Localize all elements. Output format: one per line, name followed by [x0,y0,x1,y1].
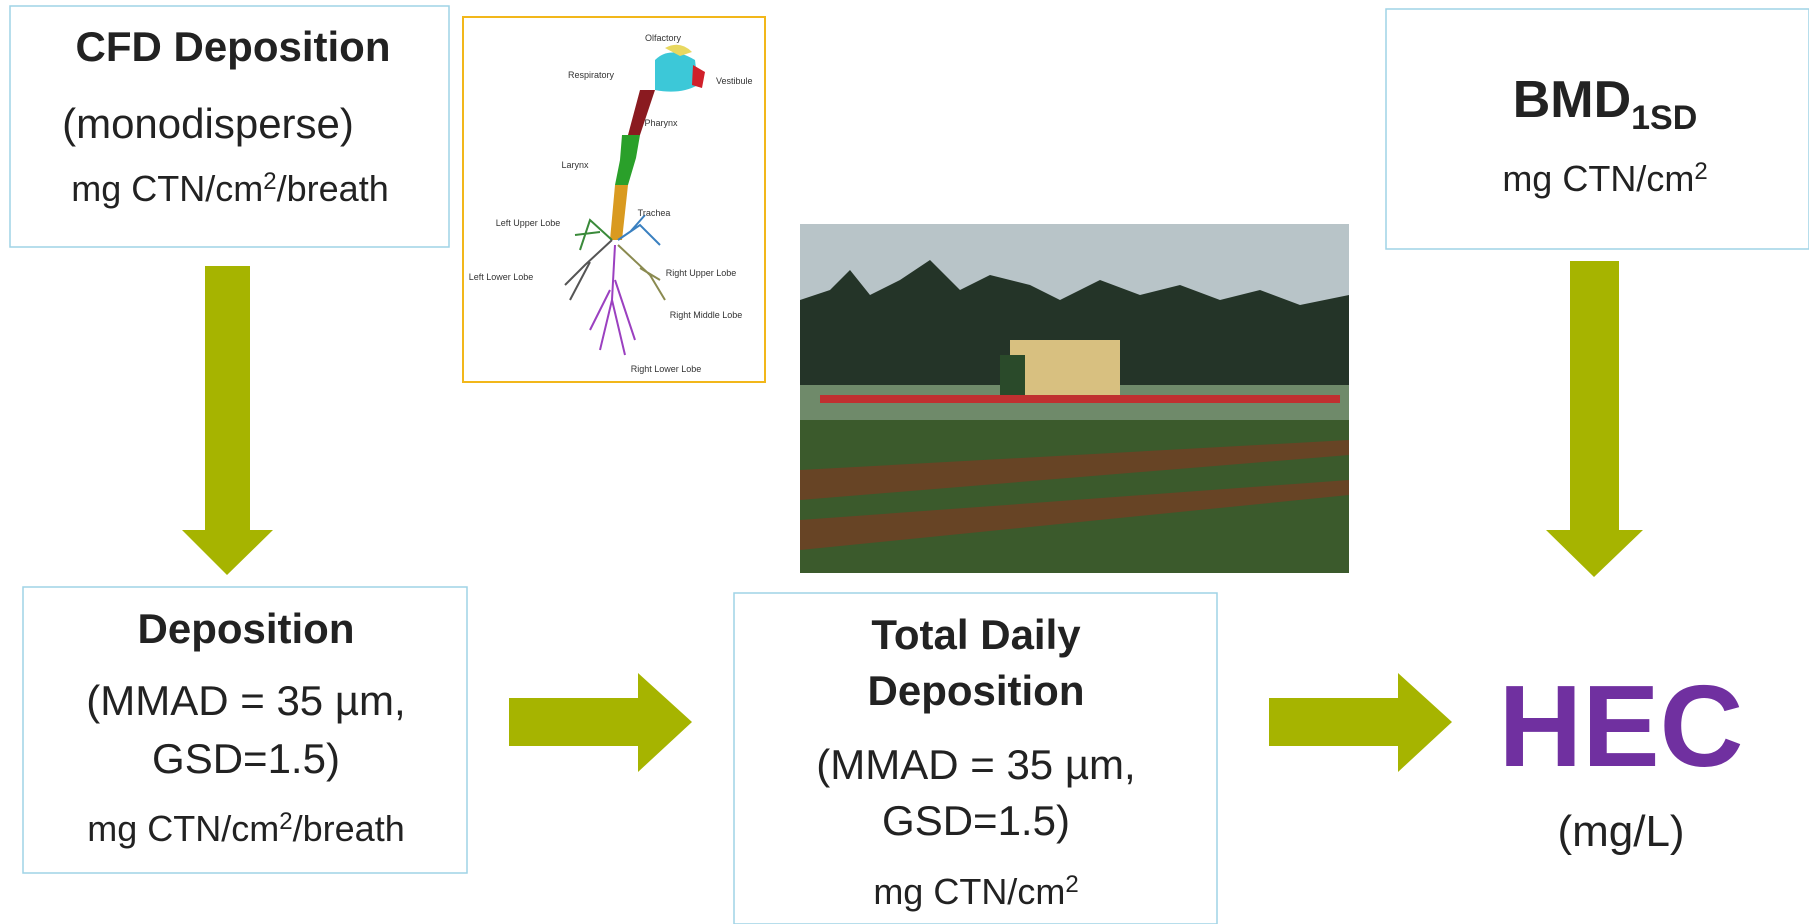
cfd-subtitle: (monodisperse) [62,100,354,147]
diagram: CFD Deposition (monodisperse) mg CTN/cm2… [0,0,1809,924]
unit-text: mg CTN/cm [873,871,1065,912]
deposition-line: GSD=1.5) [152,735,340,782]
lung-label: Right Middle Lobe [670,310,743,320]
total-title: Deposition [868,667,1085,714]
lung-label: Olfactory [645,33,682,43]
deposition-title: Deposition [138,605,355,652]
cfd-title: CFD Deposition [76,23,391,70]
bmd-text: BMD [1513,71,1631,129]
lung-label: Left Lower Lobe [469,272,534,282]
bmd-unit: mg CTN/cm2 [1502,158,1707,199]
unit-sup: 2 [1694,158,1707,185]
field-photo [800,224,1349,573]
lung-label: Respiratory [568,70,615,80]
total-title: Total Daily [871,611,1081,658]
deposition-unit: mg CTN/cm2/breath [87,808,404,849]
lung-label: Vestibule [716,76,753,86]
arrow-down [1546,261,1643,577]
lung-label: Pharynx [644,118,678,128]
lung-label: Right Lower Lobe [631,364,702,374]
bmd-box [1386,9,1809,249]
hec-title: HEC [1499,661,1744,791]
lung-label: Right Upper Lobe [666,268,737,278]
unit-text: mg CTN/cm [1502,158,1694,199]
lung-label: Trachea [638,208,671,218]
unit-text: /breath [293,808,405,849]
lung-diagram: Olfactory Respiratory Vestibule Pharynx … [463,17,765,382]
arrow-down [182,266,273,575]
total-line: GSD=1.5) [882,797,1070,844]
lung-label: Left Upper Lobe [496,218,561,228]
unit-sup: 2 [1065,871,1078,898]
unit-text: /breath [277,168,389,209]
bmd-sub: 1SD [1631,99,1697,137]
unit-text: mg CTN/cm [87,808,279,849]
hec-unit: (mg/L) [1557,807,1684,856]
arrow-right [509,673,692,772]
arrow-right [1269,673,1452,772]
total-unit: mg CTN/cm2 [873,871,1078,912]
deposition-line: (MMAD = 35 µm, [86,677,405,724]
unit-sup: 2 [263,168,276,195]
total-line: (MMAD = 35 µm, [816,741,1135,788]
cfd-unit: mg CTN/cm2/breath [71,168,388,209]
unit-sup: 2 [279,808,292,835]
unit-text: mg CTN/cm [71,168,263,209]
lung-label: Larynx [561,160,589,170]
